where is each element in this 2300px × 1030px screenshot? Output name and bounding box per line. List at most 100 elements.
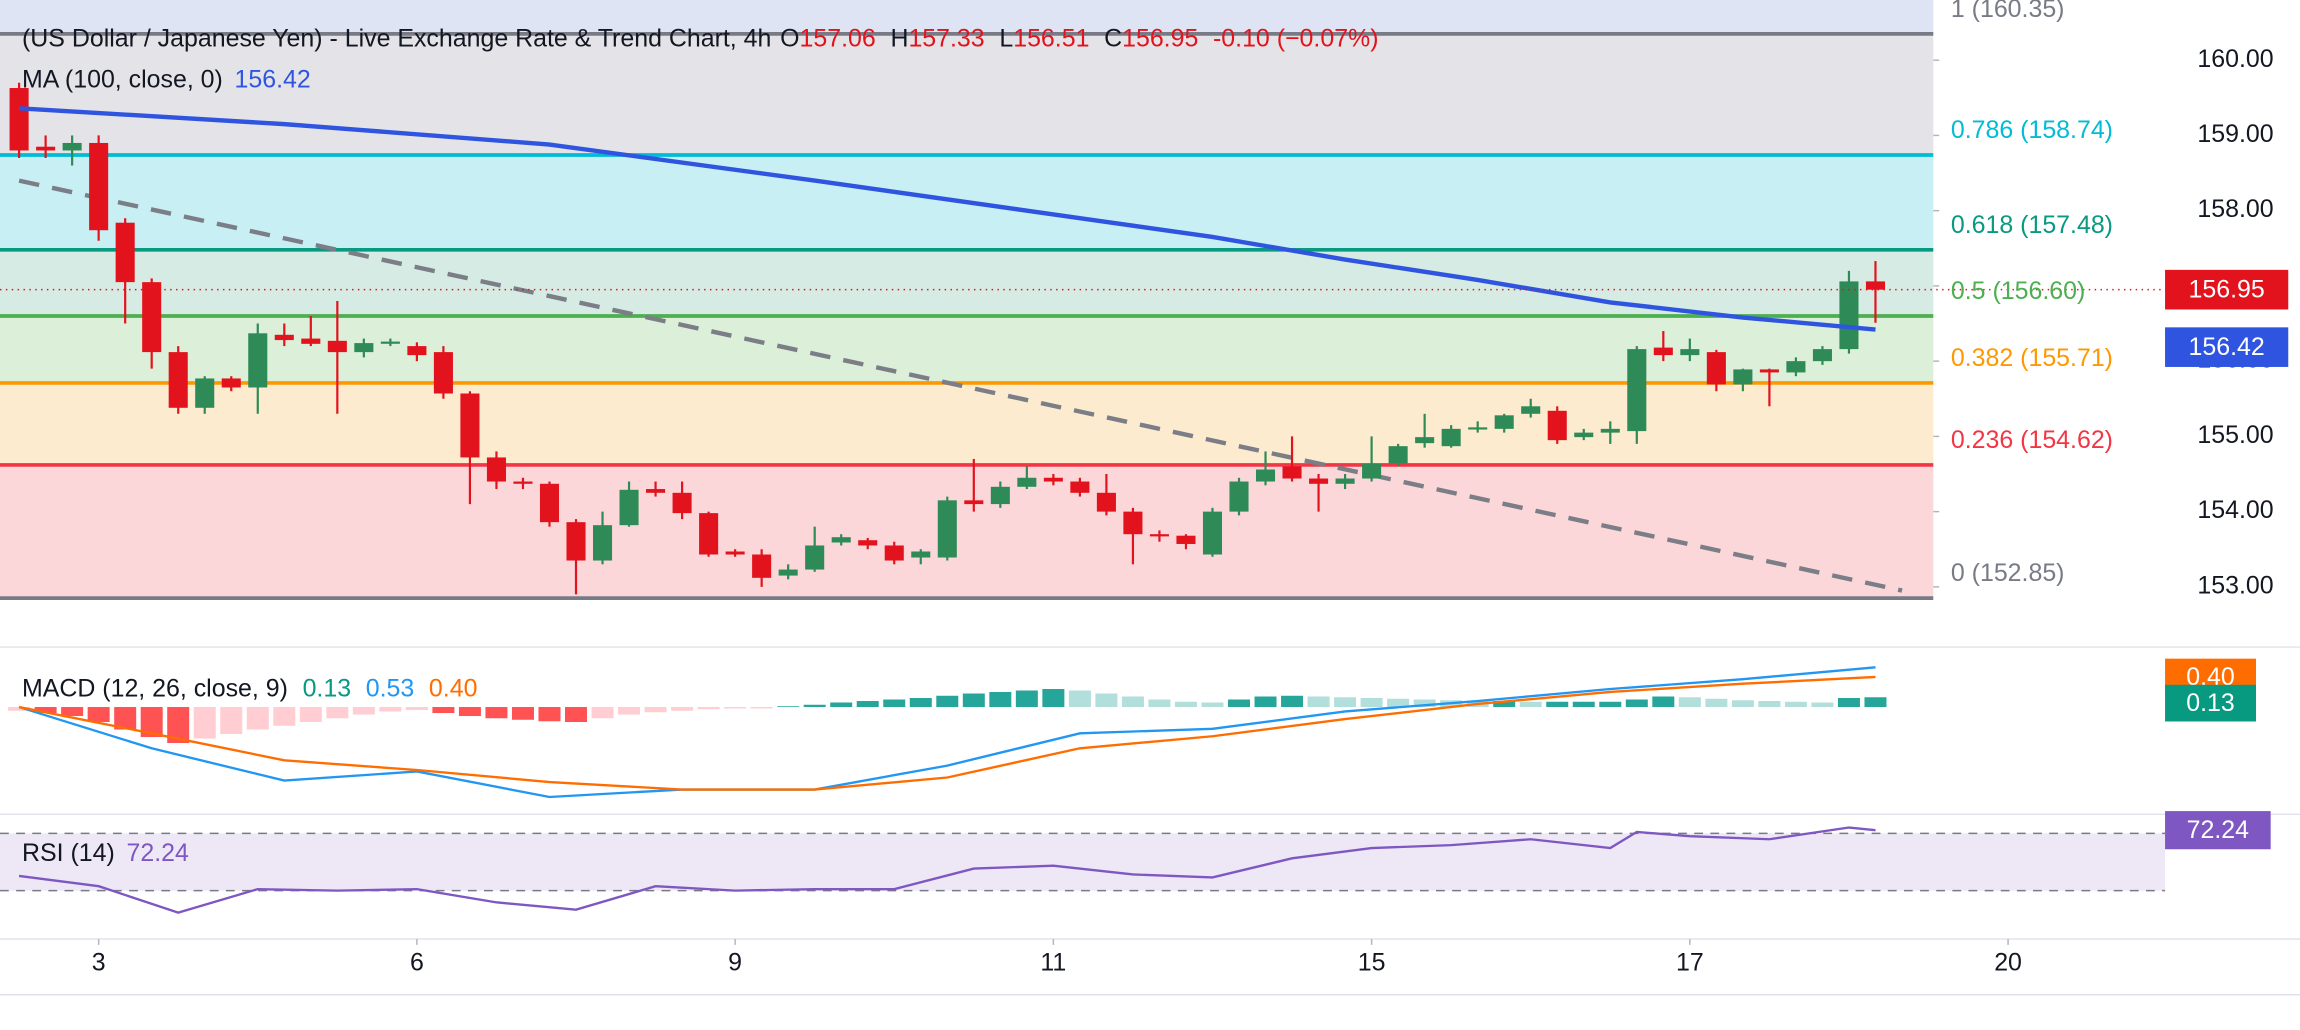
macd-histogram-bar	[909, 698, 932, 708]
macd-histogram-bar	[777, 706, 800, 708]
candle-body	[1229, 481, 1249, 512]
ohlc-label: L	[999, 24, 1013, 52]
macd-histogram-bar	[1731, 700, 1754, 708]
change: -0.10 (−0.07%)	[1213, 24, 1379, 52]
candle-body	[592, 525, 613, 561]
candle-body	[1759, 369, 1779, 373]
candle-body	[1043, 477, 1063, 482]
rsi-badge	[2165, 811, 2271, 850]
macd-histogram-bar	[8, 707, 31, 711]
candle-body	[911, 551, 931, 558]
y-tick-label: 159.00	[2197, 120, 2273, 148]
ma-line	[18, 106, 1876, 332]
candle-body	[539, 483, 560, 523]
macd-histogram-bar	[1572, 701, 1595, 708]
y-tick-label: 155.00	[2197, 421, 2273, 449]
candle-body	[1786, 361, 1806, 373]
plot	[0, 32, 2166, 914]
candle-body	[1865, 281, 1886, 290]
candle-body	[460, 393, 480, 458]
candle-body	[9, 88, 29, 151]
macd-histogram-bar	[1148, 699, 1171, 708]
macd-histogram-bar	[1307, 696, 1330, 708]
macd-histogram-bar	[87, 707, 110, 723]
fib-bands	[0, 33, 1934, 599]
candle-body	[62, 142, 82, 151]
rsi-name: RSI (14)	[22, 839, 115, 867]
candle-body	[1362, 463, 1382, 479]
y-tick-label: 158.00	[2197, 195, 2273, 223]
y-tick-label: 154.00	[2197, 496, 2273, 524]
candle-body	[1600, 428, 1620, 433]
candle-body	[168, 352, 188, 408]
candle-body	[301, 338, 321, 344]
macd-histogram-bar	[220, 707, 243, 735]
macd-histogram-bar	[1599, 701, 1622, 708]
rsi-line	[18, 826, 1876, 914]
macd-histogram-bar	[1493, 701, 1516, 708]
candle-body	[1255, 469, 1276, 482]
candle-body	[699, 513, 719, 555]
y-tick-label: 153.00	[2197, 571, 2273, 599]
candle-body	[1282, 466, 1302, 479]
macd-histogram-bar	[1068, 690, 1091, 708]
macd-histogram-bar	[856, 701, 879, 708]
ma-legend: MA (100, close, 0) 156.42	[22, 65, 311, 93]
macd-histogram-bar	[1015, 690, 1038, 708]
fib-label: 0.236 (154.62)	[1951, 426, 2113, 454]
fib-label: 0.618 (157.48)	[1951, 211, 2113, 239]
title: (US Dollar / Japanese Yen) - Live Exchan…	[22, 24, 771, 52]
macd-histogram-bar	[1387, 698, 1410, 708]
x-tick-label: 11	[1040, 949, 1066, 977]
candle-body	[1521, 406, 1541, 414]
macd-histogram-bar	[167, 707, 190, 744]
candle-body	[1017, 477, 1037, 487]
top-band	[0, 0, 1934, 34]
fib-label: 0.382 (155.71)	[1951, 344, 2113, 372]
macd-histogram-bar	[114, 707, 137, 730]
macd-histogram-bar	[1652, 696, 1675, 708]
candle-body	[1547, 410, 1567, 441]
macd-histogram-bar	[1121, 696, 1144, 708]
candle-body	[1441, 428, 1461, 447]
candle-body	[327, 340, 347, 353]
x-tick-label: 6	[410, 949, 424, 977]
macd-histogram-bar	[883, 699, 906, 708]
candle-body	[1123, 511, 1143, 535]
candle-body	[1415, 437, 1435, 444]
candle-body	[1096, 492, 1116, 512]
macd-histogram-bar	[1705, 698, 1728, 708]
macd-histogram-bar	[485, 707, 508, 719]
fib-label: 0 (152.85)	[1951, 559, 2065, 587]
price-badge	[2165, 269, 2289, 310]
macd-histogram-bar	[538, 707, 561, 722]
macd-line	[18, 666, 1876, 799]
candle-body	[1839, 281, 1859, 350]
fib-band	[0, 249, 1934, 317]
candle-body	[778, 569, 798, 576]
candle-body	[1494, 415, 1514, 429]
x-tick-label: 17	[1676, 949, 1704, 977]
candle-body	[672, 492, 692, 514]
ohlc-label: O	[780, 24, 799, 52]
candle-body	[142, 282, 162, 353]
ma-value: 156.42	[235, 65, 311, 93]
candle-body	[725, 551, 745, 555]
macd-histogram-bar	[1678, 697, 1701, 708]
candle-body	[354, 343, 374, 353]
fib-band	[0, 464, 1934, 599]
candle-body	[1812, 349, 1832, 362]
macd-histogram-bar	[1201, 702, 1224, 708]
macd-histogram-bar	[1758, 701, 1781, 708]
macd-histogram-bar	[724, 707, 747, 709]
candle-body	[248, 333, 268, 388]
macd-histogram-bar	[1784, 701, 1807, 708]
macd-histogram-bar	[1811, 702, 1834, 708]
fib-label: 1 (160.35)	[1951, 0, 2065, 23]
candle-body	[1388, 446, 1408, 464]
candle-body	[1309, 478, 1329, 484]
macd-histogram-bar	[352, 707, 375, 715]
macd-histogram-bar	[299, 707, 322, 723]
